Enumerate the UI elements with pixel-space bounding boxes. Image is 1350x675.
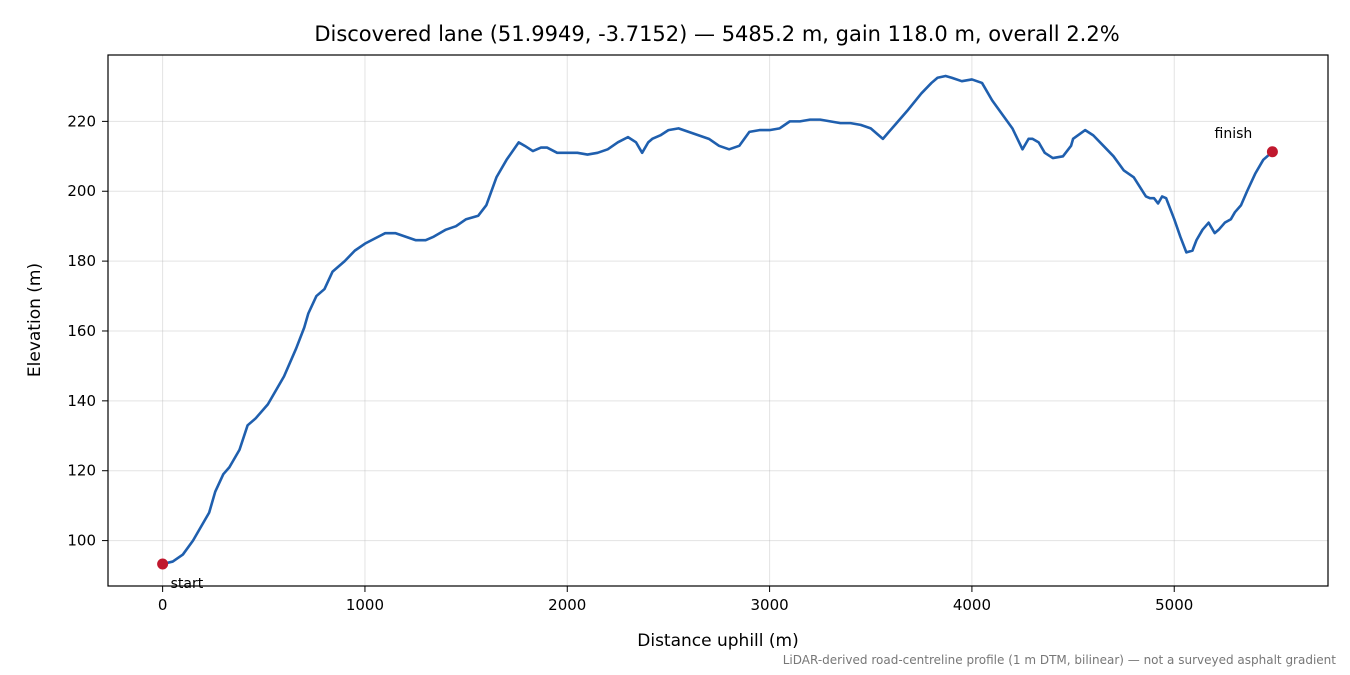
- x-tick-label: 0: [158, 596, 168, 614]
- finish-marker: [1266, 146, 1278, 158]
- x-tick-label: 2000: [548, 596, 586, 614]
- start-marker: [157, 558, 169, 570]
- elevation-profile-line: [161, 74, 1274, 566]
- x-axis-label: Distance uphill (m): [637, 631, 798, 651]
- y-axis-label: Elevation (m): [25, 263, 45, 377]
- y-tick-label: 200: [67, 182, 96, 200]
- y-tick-label: 180: [67, 252, 96, 270]
- grid-lines: [108, 55, 1328, 586]
- y-tick-label: 220: [67, 112, 96, 130]
- start-label: start: [171, 576, 204, 592]
- y-tick-label: 140: [67, 392, 96, 410]
- chart-title: Discovered lane (51.9949, -3.7152) — 548…: [314, 22, 1119, 46]
- plot-area-frame: [107, 54, 1329, 587]
- y-tick-label: 100: [67, 532, 96, 550]
- x-tick-label: 5000: [1155, 596, 1193, 614]
- x-tick-label: 4000: [953, 596, 991, 614]
- y-axis-ticks: 100 120 140 160 180 200 220: [67, 112, 108, 550]
- x-tick-label: 3000: [750, 596, 788, 614]
- data-source-footnote: LiDAR-derived road-centreline profile (1…: [783, 653, 1337, 667]
- x-axis-ticks: 0 1000 2000 3000 4000 5000: [158, 586, 1193, 614]
- y-tick-label: 120: [67, 462, 96, 480]
- y-tick-label: 160: [67, 322, 96, 340]
- finish-label: finish: [1215, 126, 1253, 142]
- x-tick-label: 1000: [346, 596, 384, 614]
